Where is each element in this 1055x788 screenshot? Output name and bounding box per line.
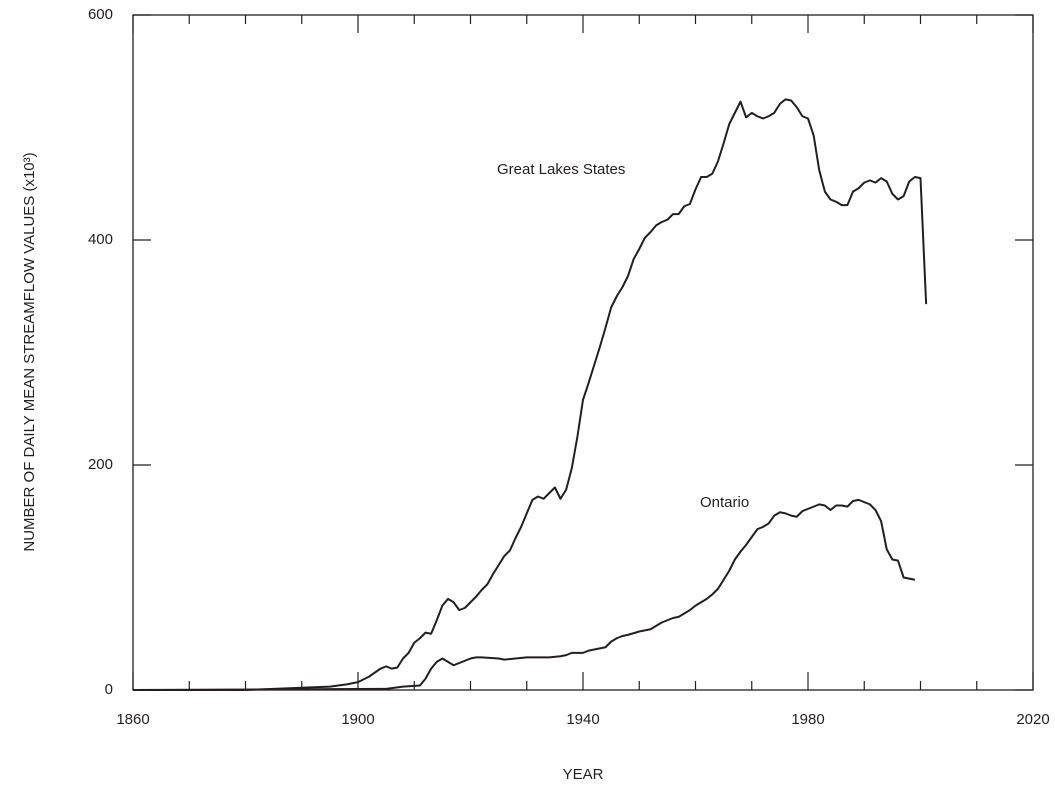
series-line: [133, 98, 928, 691]
series-line: [132, 498, 916, 691]
x-tick-label: 1900: [341, 711, 374, 728]
y-tick-label: 200: [88, 456, 113, 473]
series-label: Ontario: [700, 494, 749, 511]
x-tick-label: 1980: [791, 711, 824, 728]
y-tick-label: 400: [88, 231, 113, 248]
x-tick-label: 2020: [1016, 711, 1049, 728]
y-tick-label: 0: [105, 681, 113, 698]
series-label: Great Lakes States: [497, 161, 625, 178]
y-axis-title: NUMBER OF DAILY MEAN STREAMFLOW VALUES (…: [21, 152, 38, 551]
x-tick-label: 1940: [566, 711, 599, 728]
plot-frame: [132, 14, 1034, 691]
y-tick-label: 600: [88, 6, 113, 23]
x-axis-title: YEAR: [563, 766, 604, 783]
x-tick-label: 1860: [116, 711, 149, 728]
